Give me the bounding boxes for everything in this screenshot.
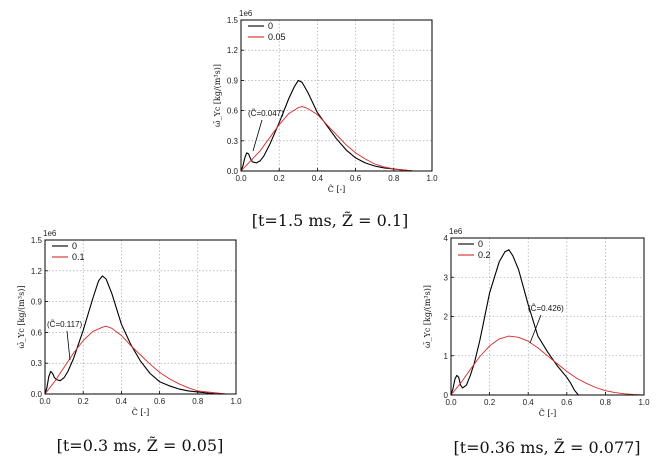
axis-multiplier: 1e6 [449,227,463,236]
series-line-0.05 [240,106,432,172]
legend-label: 0.1 [72,252,85,262]
axis-multiplier: 1e6 [43,229,57,238]
x-tick-label: 0.0 [39,397,51,406]
x-tick-label: 0.2 [274,174,286,183]
y-tick-label: 0.9 [31,298,43,307]
legend-label: 0 [72,241,77,251]
legend-label: 0.05 [268,32,286,42]
y-tick-label: 1.5 [227,16,239,25]
x-tick-label: 0.8 [388,174,400,183]
x-tick-label: 0.2 [78,397,90,406]
y-tick-label: 4 [444,234,449,243]
x-tick-label: 0.4 [312,174,324,183]
series-line-0.2 [450,335,645,396]
y-tick-label: 0.0 [227,167,239,176]
annotation-label: (C̃=0.117) [47,320,83,329]
series-line-0 [450,249,579,396]
x-axis-label: C̃ [-] [328,185,346,194]
x-tick-label: 0.2 [484,398,496,407]
y-tick-label: 0.3 [227,137,239,146]
annotation-leader [66,330,71,361]
y-tick-label: 0.0 [31,390,43,399]
x-tick-label: 0.8 [600,398,612,407]
plot-frame [240,19,433,172]
x-tick-label: 1.0 [638,398,650,407]
y-axis-label: ω̄_Yc [kg/(m³s)] [213,64,222,127]
x-tick-label: 1.0 [230,397,242,406]
annotation-label: (C̃=0.047) [248,109,284,118]
y-tick-label: 0.3 [31,359,43,368]
x-tick-label: 0.4 [523,398,535,407]
series-line-0 [240,79,432,172]
x-tick-label: 0.6 [350,174,362,183]
y-tick-label: 2 [444,313,449,322]
series-line-0.1 [44,325,236,395]
legend-label: 0 [478,239,483,249]
chart-caption: [t=0.36 ms, Z̃ = 0.077] [453,438,640,457]
axis-multiplier: 1e6 [239,9,253,18]
y-tick-label: 0.9 [227,76,239,85]
x-tick-label: 0.6 [154,397,166,406]
plot-frame [44,239,237,395]
y-axis-label: ω̄_Yc [kg/(m³s)] [17,286,26,349]
x-tick-label: 0.8 [192,397,204,406]
x-tick-label: 0.0 [235,174,247,183]
annotation-label: (C̃=0.426) [528,304,564,313]
y-tick-label: 1.5 [31,236,43,245]
chart-caption: [t=0.3 ms, Z̃ = 0.05] [57,436,224,455]
y-tick-label: 1 [444,352,449,361]
x-tick-label: 0.0 [445,398,457,407]
x-tick-label: 1.0 [426,174,438,183]
y-axis-label: ω̄_Yc [kg/(m³s)] [423,285,432,348]
y-tick-label: 0 [444,391,449,400]
chart-caption: [t=1.5 ms, Z̃ = 0.1] [252,211,409,230]
y-tick-label: 3 [444,273,449,282]
x-axis-label: C̃ [-] [539,409,557,418]
y-tick-label: 0.6 [31,328,43,337]
legend-label: 0 [268,21,273,31]
x-tick-label: 0.4 [116,397,128,406]
y-tick-label: 1.2 [227,46,239,55]
annotation-leader [529,314,542,344]
legend-label: 0.2 [478,250,491,260]
x-tick-label: 0.6 [561,398,573,407]
y-tick-label: 1.2 [31,267,43,276]
annotation-leader [252,119,263,152]
x-axis-label: C̃ [-] [132,408,150,417]
y-tick-label: 0.6 [227,107,239,116]
series-line-0 [44,275,236,395]
